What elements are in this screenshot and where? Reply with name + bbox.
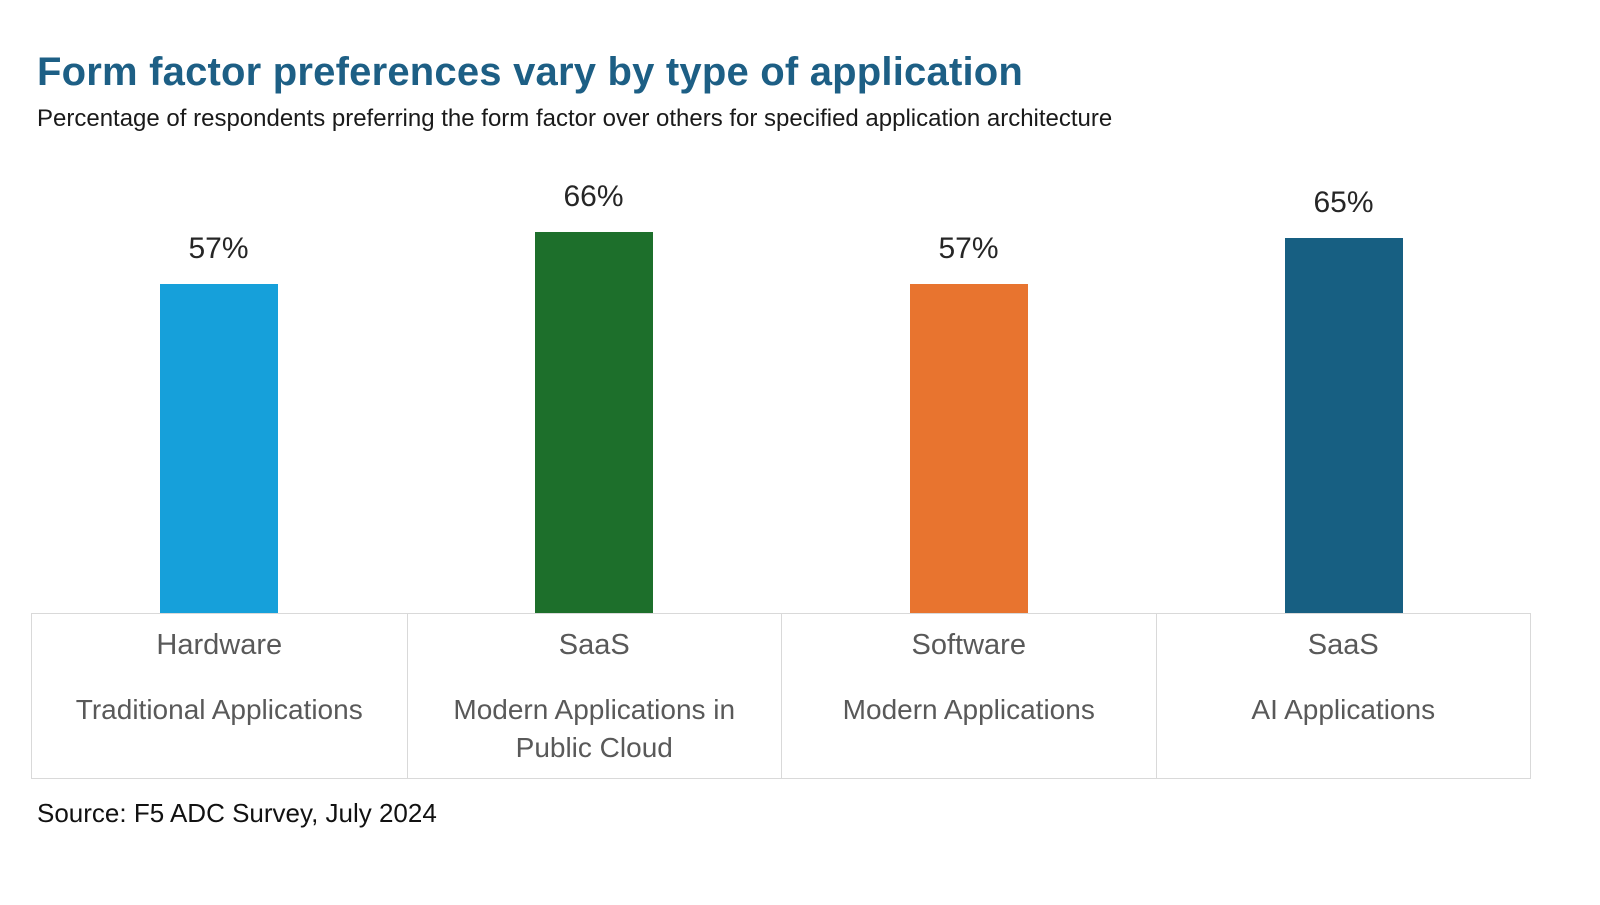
bar-group-saas-modern-public-cloud: 66% xyxy=(406,180,781,613)
category-label: SaaS xyxy=(1307,629,1379,661)
category-label: SaaS xyxy=(558,629,630,661)
bar-value-label: 57% xyxy=(938,232,999,265)
chart-title: Form factor preferences vary by type of … xyxy=(37,50,1024,94)
bar xyxy=(1284,238,1403,613)
bar-value-label: 57% xyxy=(188,232,249,265)
bar-group-hardware-traditional: 57% xyxy=(31,232,406,613)
category-label: Software xyxy=(911,629,1026,661)
bar-plot: 57% 66% 57% 65% xyxy=(31,158,1531,613)
chart-area: 57% 66% 57% 65% Hardware Traditional App… xyxy=(31,158,1531,779)
bar xyxy=(909,284,1028,613)
category-cell-saas-ai: SaaS AI Applications xyxy=(1155,614,1531,778)
category-table: Hardware Traditional Applications SaaS M… xyxy=(31,613,1531,779)
chart-page: Form factor preferences vary by type of … xyxy=(0,48,1600,905)
category-description: Traditional Applications xyxy=(75,694,363,725)
category-cell-hardware: Hardware Traditional Applications xyxy=(32,614,407,778)
category-cell-software: Software Modern Applications xyxy=(781,614,1156,778)
category-description: AI Applications xyxy=(1251,694,1436,725)
bar xyxy=(159,284,278,613)
bar-value-label: 66% xyxy=(563,180,624,213)
category-description: Modern Applications xyxy=(842,694,1095,725)
category-cell-saas-public-cloud: SaaS Modern Applications in Public Cloud xyxy=(406,614,782,778)
bar-group-software-modern: 57% xyxy=(781,232,1156,613)
chart-subtitle: Percentage of respondents preferring the… xyxy=(37,105,1113,132)
category-label: Hardware xyxy=(156,629,283,661)
bar-group-saas-ai: 65% xyxy=(1156,186,1531,613)
bar-value-label: 65% xyxy=(1313,186,1374,219)
category-description: Modern Applications in Public Cloud xyxy=(453,694,736,763)
source-note: Source: F5 ADC Survey, July 2024 xyxy=(37,798,437,828)
bar xyxy=(534,232,653,613)
